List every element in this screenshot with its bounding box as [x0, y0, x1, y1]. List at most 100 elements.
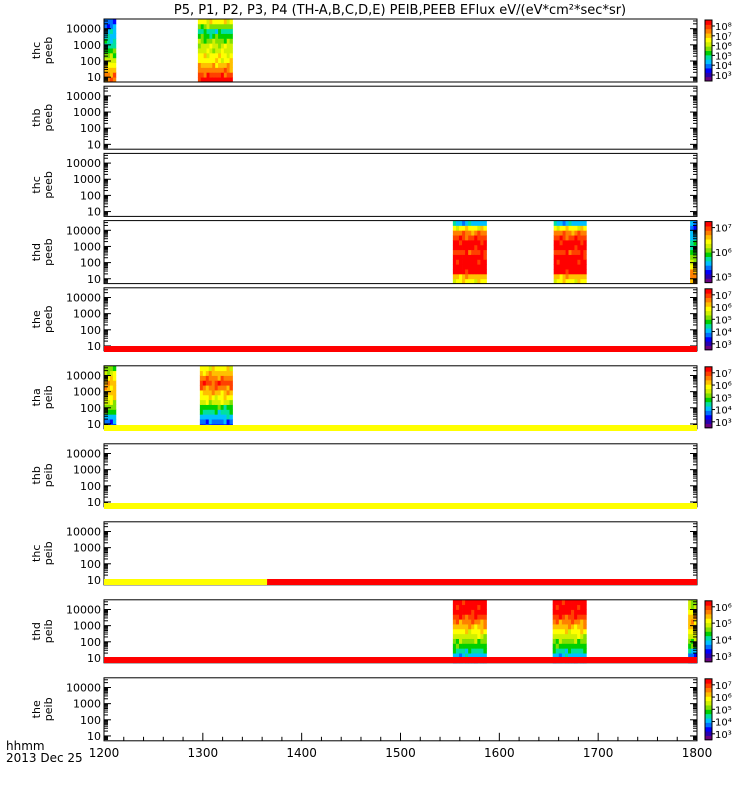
x-tick-label: 1700	[583, 746, 614, 760]
panel-ylabel: thdpeib	[30, 619, 55, 643]
x-tick-label: 1300	[188, 746, 219, 760]
colorbar-tick-label: 10⁷	[715, 32, 732, 43]
spectrogram-block	[452, 599, 487, 664]
y-tick-label: 10000	[66, 23, 101, 36]
y-tick-label: 10	[87, 652, 101, 665]
panel-frame	[103, 220, 698, 285]
panel-ylabel: thepeeb	[30, 306, 55, 334]
y-tick-label: 100	[80, 257, 101, 270]
spectrogram-block	[690, 220, 698, 284]
y-tick-label: 10000	[66, 224, 101, 237]
x-tick-label: 1400	[286, 746, 317, 760]
panel-thc-peib: 10 100 1000 10000 thcpeib	[30, 521, 698, 587]
mode-bar-segment	[104, 579, 268, 585]
colorbar: 10³ 10⁴ 10⁵ 10⁶	[704, 600, 732, 663]
colorbar-tick-label: 10⁵	[715, 705, 732, 716]
panel-frame	[103, 677, 698, 742]
colorbar-tick-label: 10³	[715, 71, 732, 82]
panel-thb-peeb: 10 100 1000 10000 thbpeeb	[30, 85, 698, 151]
footer-date: 2013 Dec 25	[6, 751, 83, 765]
mode-bar-segment	[104, 503, 697, 509]
x-tick-label: 1600	[484, 746, 515, 760]
panel-frame	[103, 85, 698, 150]
mode-bar-segment	[104, 657, 697, 663]
y-tick-label: 10	[87, 206, 101, 219]
panel-frame	[103, 521, 698, 586]
colorbar-tick-label: 10⁵	[715, 393, 732, 404]
panel-thd-peeb: 10 100 1000 10000 thdpeeb 10⁵ 10⁶ 10⁷	[30, 220, 732, 286]
panel-ylabel: thepeib	[30, 697, 55, 721]
colorbar-tick-label: 10⁶	[715, 303, 732, 314]
panel-ylabel: thbpeeb	[30, 104, 55, 132]
y-tick-label: 10	[87, 138, 101, 151]
y-tick-label: 100	[80, 636, 101, 649]
panel-ylabel: thdpeeb	[30, 238, 55, 266]
panel-thc-peeb: 10 100 1000 10000 thcpeeb	[30, 152, 698, 219]
panel-thb-peib: 10 100 1000 10000 thbpeib	[30, 443, 698, 509]
figure-title: P5, P1, P2, P3, P4 (TH-A,B,C,D,E) PEIB,P…	[174, 3, 626, 18]
colorbar-tick-label: 10⁶	[715, 381, 732, 392]
y-tick-label: 100	[80, 402, 101, 415]
colorbar-tick-label: 10⁶	[715, 693, 732, 704]
panel-ylabel: thbpeib	[30, 463, 55, 487]
colorbar-tick-label: 10⁴	[715, 328, 732, 339]
panel-frame	[103, 18, 698, 83]
mode-bar-segment	[104, 346, 697, 352]
y-tick-label: 1000	[73, 173, 101, 186]
panel-frame	[103, 599, 698, 664]
time-axis: 1200 1300 1400 1500 1600 1700 1800	[89, 732, 712, 760]
spectrogram-block	[104, 19, 117, 83]
colorbar-tick-label: 10⁵	[715, 273, 732, 284]
spectrogram-block	[452, 220, 487, 284]
colorbar-tick-label: 10⁷	[715, 681, 732, 692]
y-tick-label: 10	[87, 574, 101, 587]
mode-bar-segment	[104, 425, 697, 431]
colorbar-tick-label: 10⁵	[715, 315, 732, 326]
footer-units: hhmm	[6, 739, 45, 753]
panel-ylabel: thcpeeb	[30, 171, 55, 199]
colorbar-tick-label: 10⁷	[715, 291, 732, 302]
y-tick-label: 10000	[66, 90, 101, 103]
y-tick-label: 1000	[73, 308, 101, 321]
y-tick-label: 100	[80, 324, 101, 337]
y-tick-label: 1000	[73, 240, 101, 253]
x-tick-label: 1500	[385, 746, 416, 760]
panel-ylabel: thapeib	[30, 385, 55, 409]
y-tick-label: 10000	[66, 369, 101, 382]
colorbar-tick-label: 10⁵	[715, 619, 732, 630]
colorbar-tick-label: 10⁴	[715, 635, 732, 646]
colorbar-tick-label: 10³	[715, 418, 732, 429]
colorbar-tick-label: 10⁶	[715, 42, 732, 53]
y-tick-label: 10	[87, 71, 101, 84]
y-tick-label: 10000	[66, 681, 101, 694]
panel-ylabel: thcpeeb	[30, 37, 55, 65]
y-tick-label: 1000	[73, 106, 101, 119]
spectrogram-block	[552, 599, 587, 664]
colorbar-tick-label: 10⁸	[715, 22, 732, 33]
colorbar-tick-label: 10⁷	[715, 224, 732, 235]
spectrogram-block	[553, 220, 587, 284]
y-tick-label: 1000	[73, 542, 101, 555]
colorbar-tick-label: 10⁵	[715, 51, 732, 62]
colorbar-tick-label: 10³	[715, 730, 732, 741]
y-tick-label: 10	[87, 730, 101, 743]
panel-stack: 10100100010000thcpeeb10³10⁴10⁵10⁶10⁷10⁸1…	[30, 18, 732, 743]
y-tick-label: 100	[80, 55, 101, 68]
y-tick-label: 1000	[73, 698, 101, 711]
colorbar-tick-label: 10⁶	[715, 248, 732, 259]
y-tick-label: 1000	[73, 464, 101, 477]
y-tick-label: 100	[80, 189, 101, 202]
panel-frame	[103, 443, 698, 508]
colorbar-tick-label: 10⁴	[715, 61, 732, 72]
y-tick-label: 100	[80, 122, 101, 135]
spectrogram-block	[199, 365, 233, 430]
y-tick-label: 100	[80, 714, 101, 727]
colorbar-tick-label: 10⁴	[715, 718, 732, 729]
panel-frame	[103, 152, 698, 217]
